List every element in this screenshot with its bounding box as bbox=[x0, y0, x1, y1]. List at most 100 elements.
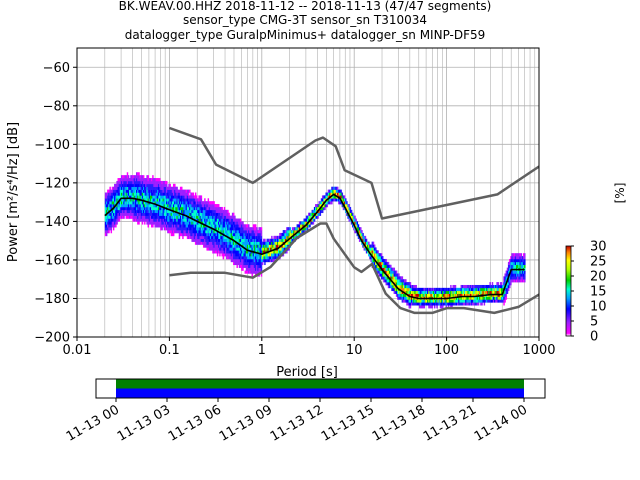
heatmap-cell bbox=[276, 244, 279, 248]
heatmap-cell bbox=[161, 206, 163, 211]
heatmap-cell bbox=[120, 206, 123, 211]
heatmap-cell bbox=[409, 282, 412, 286]
heatmap-cell bbox=[144, 215, 146, 219]
heatmap-cell bbox=[522, 258, 525, 263]
heatmap-cell bbox=[496, 296, 498, 300]
heatmap-cell bbox=[509, 267, 511, 271]
heatmap-cell bbox=[156, 215, 159, 219]
heatmap-cell bbox=[355, 230, 357, 234]
heatmap-cell bbox=[140, 192, 143, 196]
heatmap-cell bbox=[428, 290, 430, 294]
heatmap-cell bbox=[142, 201, 145, 205]
heatmap-cell bbox=[169, 198, 171, 202]
heatmap-cell bbox=[504, 293, 506, 297]
heatmap-cell bbox=[144, 180, 146, 185]
heatmap-cell bbox=[107, 201, 109, 205]
heatmap-cell bbox=[504, 287, 506, 292]
heatmap-cell bbox=[437, 287, 439, 292]
heatmap-cell bbox=[133, 201, 136, 205]
heatmap-cell bbox=[522, 270, 525, 274]
heatmap-cell bbox=[155, 186, 158, 190]
heatmap-cell bbox=[467, 284, 469, 289]
heatmap-cell bbox=[451, 302, 453, 306]
heatmap-cell bbox=[341, 204, 344, 208]
heatmap-cell bbox=[160, 221, 162, 225]
heatmap-cell bbox=[181, 224, 183, 228]
heatmap-cell bbox=[282, 238, 285, 242]
heatmap-cell bbox=[351, 218, 354, 222]
heatmap-cell bbox=[271, 256, 273, 260]
heatmap-cell bbox=[395, 293, 398, 297]
heatmap-cell bbox=[246, 244, 249, 248]
heatmap-cell bbox=[186, 218, 189, 222]
heatmap-cell bbox=[237, 256, 240, 260]
heatmap-cell bbox=[251, 253, 253, 257]
heatmap-cell bbox=[331, 189, 333, 193]
heatmap-cell bbox=[472, 290, 474, 294]
heatmap-cell bbox=[207, 230, 210, 234]
heatmap-cell bbox=[123, 175, 125, 179]
heatmap-cell bbox=[178, 195, 181, 199]
heatmap-cell bbox=[323, 204, 325, 208]
heatmap-cell bbox=[211, 201, 213, 205]
heatmap-cell bbox=[218, 227, 220, 231]
heatmap-cell bbox=[149, 209, 152, 214]
heatmap-cell bbox=[184, 227, 186, 231]
heatmap-cell bbox=[131, 209, 133, 214]
heatmap-cell bbox=[345, 198, 347, 202]
heatmap-cell bbox=[137, 215, 139, 219]
heatmap-cell bbox=[233, 241, 235, 245]
heatmap-cell bbox=[190, 218, 192, 222]
heatmap-cell bbox=[308, 224, 310, 228]
heatmap-cell bbox=[206, 232, 208, 237]
heatmap-cell bbox=[422, 290, 424, 294]
heatmap-cell bbox=[209, 227, 212, 231]
heatmap-cell bbox=[297, 224, 300, 228]
heatmap-cell bbox=[176, 198, 178, 202]
heatmap-cell bbox=[438, 287, 441, 292]
heatmap-cell bbox=[231, 230, 234, 234]
heatmap-cell bbox=[345, 204, 347, 208]
heatmap-cell bbox=[395, 282, 398, 286]
heatmap-cell bbox=[184, 195, 186, 199]
heatmap-cell bbox=[509, 279, 511, 283]
heatmap-cell bbox=[457, 296, 459, 300]
heatmap-cell bbox=[290, 230, 293, 234]
heatmap-cell bbox=[410, 284, 413, 289]
heatmap-cell bbox=[192, 204, 195, 208]
heatmap-cell bbox=[439, 299, 442, 303]
heatmap-cell bbox=[400, 293, 402, 297]
timeline-bars bbox=[116, 379, 524, 398]
heatmap-cell bbox=[436, 302, 438, 306]
heatmap-cell bbox=[221, 215, 223, 219]
heatmap-cell bbox=[460, 287, 463, 292]
heatmap-cell bbox=[397, 273, 399, 277]
heatmap-cell bbox=[142, 186, 145, 190]
heatmap-cell bbox=[219, 224, 221, 228]
heatmap-cell bbox=[287, 232, 289, 237]
heatmap-cell bbox=[209, 206, 212, 211]
heatmap-cell bbox=[473, 290, 475, 294]
heatmap-cell bbox=[118, 206, 121, 211]
heatmap-cell bbox=[260, 250, 263, 254]
heatmap-cell bbox=[483, 284, 486, 289]
heatmap-cell bbox=[194, 198, 197, 202]
heatmap-cell bbox=[112, 201, 115, 205]
heatmap-cell bbox=[166, 224, 168, 228]
heatmap-cell bbox=[144, 198, 146, 202]
heatmap-cell bbox=[145, 206, 147, 211]
heatmap-cell bbox=[138, 215, 140, 219]
heatmap-cell bbox=[223, 218, 226, 222]
heatmap-cell bbox=[289, 241, 292, 245]
heatmap-cell bbox=[112, 204, 115, 208]
heatmap-cell bbox=[519, 279, 521, 283]
heatmap-cell bbox=[430, 299, 432, 303]
heatmap-cell bbox=[129, 212, 131, 216]
heatmap-cell bbox=[193, 215, 196, 219]
heatmap-cell bbox=[183, 209, 185, 214]
heatmap-cell bbox=[205, 212, 207, 216]
heatmap-cell bbox=[208, 201, 211, 205]
heatmap-cell bbox=[144, 189, 146, 193]
heatmap-cell bbox=[186, 195, 189, 199]
heatmap-cell bbox=[256, 241, 258, 245]
